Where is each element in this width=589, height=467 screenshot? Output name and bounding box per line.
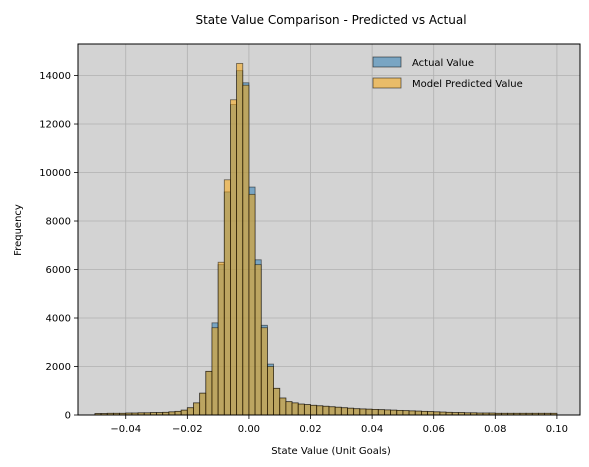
histogram-bar bbox=[360, 409, 366, 415]
y-tick-label: 10000 bbox=[39, 168, 71, 179]
histogram-bar bbox=[298, 404, 304, 415]
histogram-bar bbox=[292, 403, 298, 415]
histogram-bar bbox=[323, 406, 329, 415]
histogram-bar bbox=[224, 180, 230, 415]
legend-label-actual-value: Actual Value bbox=[412, 58, 474, 69]
y-tick-label: 4000 bbox=[46, 314, 71, 325]
y-axis: 0 2000 4000 6000 8000 10000 12000 14000 bbox=[39, 71, 78, 421]
x-tick-label: 0.10 bbox=[546, 424, 568, 435]
legend-swatch-model-predicted-value bbox=[373, 78, 401, 88]
histogram-bar bbox=[329, 407, 335, 415]
x-tick-label: 0.08 bbox=[484, 424, 506, 435]
histogram-bar bbox=[335, 407, 341, 415]
histogram-bar bbox=[341, 408, 347, 415]
y-axis-title: Frequency bbox=[13, 204, 24, 256]
x-tick-label: −0.04 bbox=[110, 424, 141, 435]
histogram-bar bbox=[403, 411, 409, 415]
histogram-bar bbox=[218, 262, 224, 415]
legend-swatch-actual-value bbox=[373, 57, 401, 67]
y-tick-label: 2000 bbox=[46, 362, 71, 373]
histogram-bar bbox=[193, 403, 199, 415]
x-tick-label: 0.04 bbox=[361, 424, 383, 435]
histogram-bar bbox=[421, 411, 427, 415]
chart-title: State Value Comparison - Predicted vs Ac… bbox=[195, 13, 466, 27]
histogram-bar bbox=[286, 402, 292, 415]
histogram-bar bbox=[378, 410, 384, 415]
y-tick-label: 6000 bbox=[46, 265, 71, 276]
x-axis: −0.04 −0.02 0.00 0.02 0.04 0.06 0.08 0.10 bbox=[110, 415, 568, 435]
histogram-bar bbox=[237, 63, 243, 415]
histogram-bar bbox=[280, 398, 286, 415]
x-tick-label: 0.02 bbox=[299, 424, 321, 435]
histogram-bar bbox=[317, 406, 323, 415]
histogram-bar bbox=[274, 388, 280, 415]
histogram-bar bbox=[249, 194, 255, 415]
histogram-bar bbox=[175, 411, 181, 415]
y-tick-label: 8000 bbox=[46, 217, 71, 228]
histogram-bar bbox=[243, 85, 249, 415]
histogram-bar bbox=[397, 410, 403, 415]
histogram-bar bbox=[181, 410, 187, 415]
y-tick-label: 0 bbox=[65, 411, 71, 422]
plot-area bbox=[78, 44, 580, 415]
histogram-bar bbox=[391, 410, 397, 415]
histogram-bar bbox=[255, 265, 261, 415]
y-tick-label: 12000 bbox=[39, 120, 71, 131]
histogram-bar bbox=[261, 328, 267, 415]
histogram-bar bbox=[347, 408, 353, 415]
legend-label-model-predicted-value: Model Predicted Value bbox=[412, 79, 523, 90]
x-tick-label: 0.00 bbox=[238, 424, 260, 435]
x-tick-label: 0.06 bbox=[423, 424, 445, 435]
histogram-bar bbox=[212, 328, 218, 415]
histogram-bar bbox=[311, 405, 317, 415]
histogram-bar bbox=[354, 409, 360, 415]
x-tick-label: −0.02 bbox=[172, 424, 203, 435]
histogram-bar bbox=[366, 409, 372, 415]
histogram-bar bbox=[384, 410, 390, 415]
histogram-bar bbox=[230, 100, 236, 415]
histogram-bar bbox=[267, 367, 273, 415]
x-axis-title: State Value (Unit Goals) bbox=[271, 446, 391, 457]
histogram-bar bbox=[409, 411, 415, 415]
histogram-bar bbox=[206, 371, 212, 415]
histogram-bar bbox=[428, 412, 434, 415]
histogram-bar bbox=[415, 411, 421, 415]
histogram-bar bbox=[372, 409, 378, 415]
histogram-bar bbox=[200, 393, 206, 415]
histogram-bar bbox=[304, 405, 310, 415]
histogram-bar bbox=[187, 408, 193, 415]
y-tick-label: 14000 bbox=[39, 71, 71, 82]
